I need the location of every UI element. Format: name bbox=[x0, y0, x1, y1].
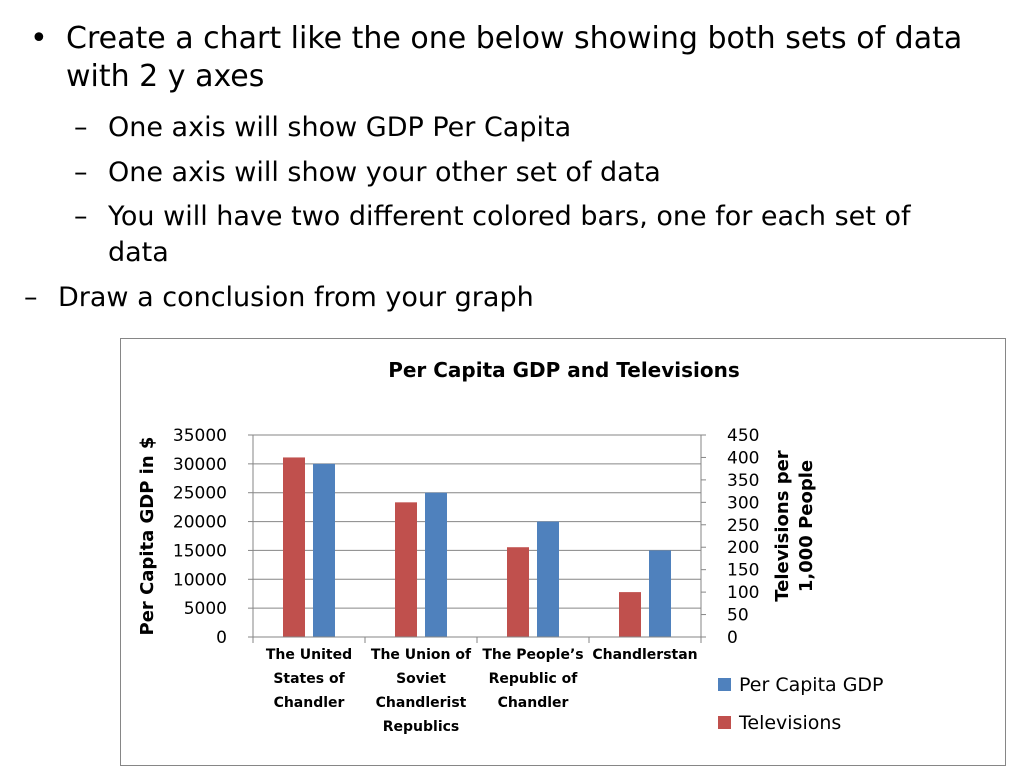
y2-tick-label: 450 bbox=[727, 426, 759, 446]
y2-tick-label: 100 bbox=[727, 583, 759, 603]
y-tick-label: 20000 bbox=[173, 513, 227, 533]
bar-per-capita-gdp-2 bbox=[537, 521, 559, 637]
sub-bullet-1: – One axis will show GDP Per Capita bbox=[74, 110, 974, 146]
x-category-label: The People’s Republic of Chandler bbox=[482, 647, 583, 711]
y2-tick-label: 200 bbox=[727, 538, 759, 558]
x-category-label: The United States of Chandler bbox=[266, 647, 352, 711]
y-tick-label: 0 bbox=[216, 628, 227, 648]
y2-tick-label: 250 bbox=[727, 516, 759, 536]
y2-tick-label: 400 bbox=[727, 448, 759, 468]
dash-icon: – bbox=[74, 201, 88, 232]
bar-televisions-0 bbox=[283, 457, 305, 637]
y-tick-label: 30000 bbox=[173, 455, 227, 475]
bullet-main: • Create a chart like the one below show… bbox=[30, 20, 990, 96]
x-category-label: The Union of Soviet Chandlerist Republics bbox=[371, 647, 472, 735]
bar-televisions-1 bbox=[395, 502, 417, 637]
y-tick-label: 5000 bbox=[184, 599, 227, 619]
y2-axis-title: Televisions per 1,000 People bbox=[772, 450, 817, 602]
bullet-dot-icon: • bbox=[30, 21, 48, 56]
bar-televisions-3 bbox=[619, 592, 641, 637]
legend-label: Per Capita GDP bbox=[739, 674, 884, 696]
bar-televisions-2 bbox=[507, 547, 529, 637]
sub-bullet-2-text: One axis will show your other set of dat… bbox=[108, 157, 661, 188]
dash-icon: – bbox=[74, 112, 88, 143]
sub-bullet-4: – Draw a conclusion from your graph bbox=[24, 280, 984, 316]
dash-icon: – bbox=[24, 282, 38, 313]
bar-per-capita-gdp-1 bbox=[425, 492, 447, 637]
y-tick-label: 10000 bbox=[173, 570, 227, 590]
sub-bullet-3: – You will have two different colored ba… bbox=[74, 199, 974, 271]
legend-label: Televisions bbox=[738, 712, 841, 734]
legend-swatch bbox=[718, 716, 731, 729]
sub-bullet-4-text: Draw a conclusion from your graph bbox=[58, 282, 534, 313]
x-category-label: Chandlerstan bbox=[592, 647, 697, 663]
y2-tick-label: 50 bbox=[727, 606, 749, 626]
chart-frame: Per Capita GDP and Televisions 0 5000 10000… bbox=[120, 338, 1006, 766]
y-tick-label: 15000 bbox=[173, 541, 227, 561]
y-axis-title: Per Capita GDP in $ bbox=[137, 437, 158, 636]
sub-bullet-2: – One axis will show your other set of d… bbox=[74, 155, 974, 191]
dual-axis-bar-chart: Per Capita GDP and Televisions 0 5000 10000… bbox=[137, 358, 884, 735]
y2-tick-label: 350 bbox=[727, 471, 759, 491]
bullet-main-text: Create a chart like the one below showin… bbox=[66, 21, 963, 94]
legend-swatch bbox=[718, 678, 731, 691]
y-tick-label: 25000 bbox=[173, 484, 227, 504]
y2-tick-label: 150 bbox=[727, 561, 759, 581]
chart-title: Per Capita GDP and Televisions bbox=[388, 358, 740, 382]
y-tick-label: 35000 bbox=[173, 426, 227, 446]
sub-bullet-3-text: You will have two different colored bars… bbox=[108, 201, 911, 268]
bar-per-capita-gdp-0 bbox=[313, 463, 335, 637]
sub-bullet-1-text: One axis will show GDP Per Capita bbox=[108, 112, 572, 143]
bar-per-capita-gdp-3 bbox=[649, 550, 671, 637]
dash-icon: – bbox=[74, 157, 88, 188]
y2-tick-label: 300 bbox=[727, 493, 759, 513]
y2-tick-label: 0 bbox=[727, 628, 738, 648]
